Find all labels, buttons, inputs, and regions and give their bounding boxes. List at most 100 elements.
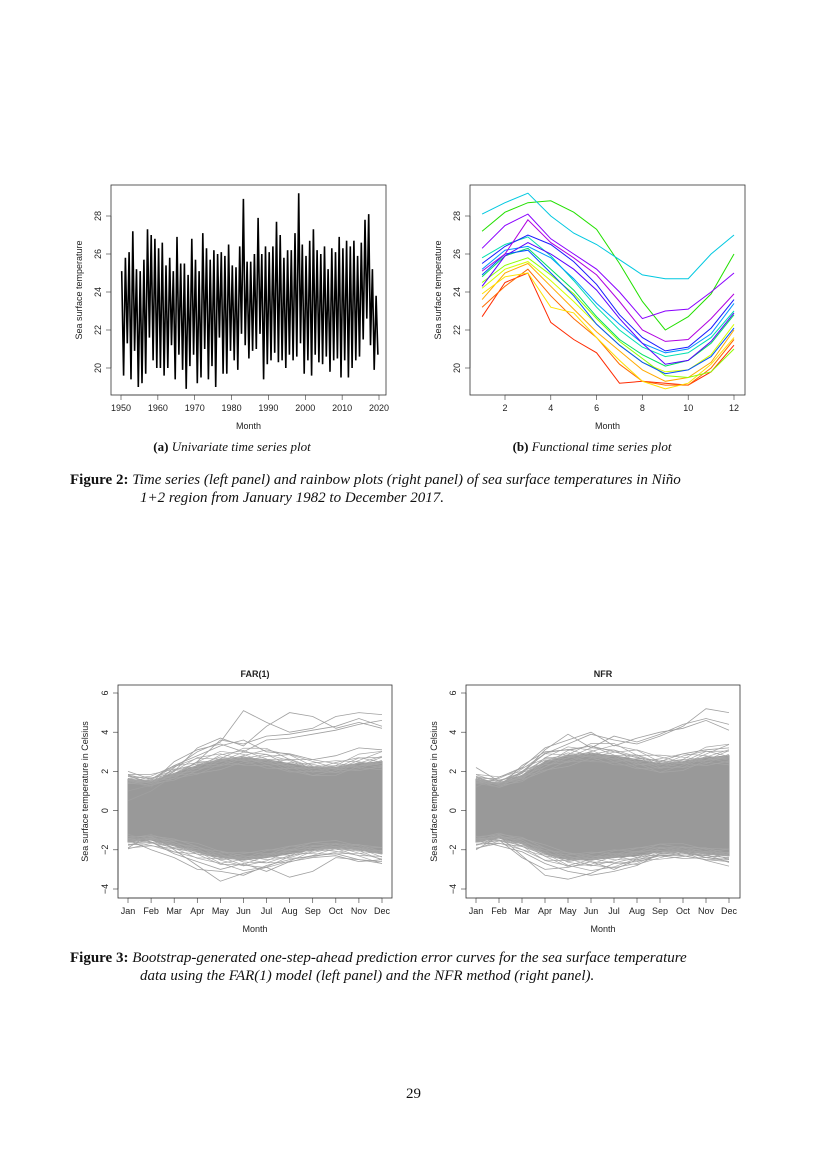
error-curve-lower-11 xyxy=(127,843,383,864)
rainbow-curve-13 xyxy=(481,234,735,352)
x-tick-label: 4 xyxy=(548,403,553,413)
rainbow-curve-10 xyxy=(481,192,735,280)
rainbow-curve-12 xyxy=(481,249,735,375)
error-curve-upper-10 xyxy=(475,749,730,786)
x-tick-label: Aug xyxy=(282,906,298,916)
error-curve-7 xyxy=(127,839,383,876)
x-tick-label: 2 xyxy=(502,403,507,413)
plot-area xyxy=(120,193,379,389)
y-tick-label: 6 xyxy=(100,690,110,695)
plot-frame xyxy=(469,184,746,396)
error-curve-upper-4 xyxy=(127,759,383,786)
x-tick-label: Jun xyxy=(236,906,251,916)
x-tick-label: 1990 xyxy=(258,403,278,413)
error-curve-upper-0 xyxy=(127,758,383,783)
y-axis-label: Sea surface temperature xyxy=(74,240,84,339)
error-curve-5 xyxy=(475,835,730,880)
y-tick-label: −4 xyxy=(100,884,110,894)
y-tick-label: 22 xyxy=(93,325,103,335)
error-curve-upper-7 xyxy=(127,751,383,779)
y-tick-label: 20 xyxy=(93,363,103,373)
rainbow-curve-1 xyxy=(481,272,735,386)
x-axis-label: Month xyxy=(242,924,267,934)
rainbow-curve-16 xyxy=(481,219,735,342)
error-curve-lower-12 xyxy=(475,843,730,868)
x-tick-label: 8 xyxy=(640,403,645,413)
error-curve-1 xyxy=(127,710,383,788)
error-curve-upper-0 xyxy=(475,754,730,784)
rainbow-curve-15 xyxy=(481,213,735,320)
subcaption-a-text: Univariate time series plot xyxy=(171,439,311,454)
error-curve-8 xyxy=(127,833,383,872)
error-curve-upper-8 xyxy=(127,750,383,781)
x-tick-label: 2000 xyxy=(295,403,315,413)
y-tick-label: −4 xyxy=(448,884,458,894)
rainbow-curve-14 xyxy=(481,242,735,365)
y-tick-label: 4 xyxy=(100,730,110,735)
y-tick-label: 4 xyxy=(448,730,458,735)
rainbow-curve-7 xyxy=(481,200,735,331)
x-tick-label: Oct xyxy=(676,906,691,916)
error-curve-upper-13 xyxy=(475,743,730,778)
rainbow-curve-3 xyxy=(481,262,735,382)
error-curve-lower-13 xyxy=(127,842,383,871)
error-curve-5 xyxy=(127,720,383,784)
figure-3-caption-line2: data using the FAR(1) model (left panel)… xyxy=(140,968,595,984)
x-tick-label: Jan xyxy=(121,906,136,916)
plot-area xyxy=(481,192,735,390)
figure-2-caption: Figure 2: Time series (left panel) and r… xyxy=(70,471,760,507)
rainbow-curve-6 xyxy=(481,257,735,379)
subcaption-a: (a) Univariate time series plot xyxy=(82,439,382,455)
y-tick-label: 24 xyxy=(452,287,462,297)
figure-2-caption-line2: 1+2 region from January 1982 to December… xyxy=(140,490,444,506)
error-curve-2 xyxy=(127,718,383,802)
x-tick-label: 12 xyxy=(729,403,739,413)
y-tick-label: 26 xyxy=(452,249,462,259)
y-tick-label: 22 xyxy=(452,325,462,335)
x-tick-label: Nov xyxy=(698,906,715,916)
y-tick-label: −2 xyxy=(448,845,458,855)
x-tick-label: 6 xyxy=(594,403,599,413)
rainbow-curve-11 xyxy=(481,245,735,354)
y-tick-label: −2 xyxy=(100,845,110,855)
x-tick-label: 1980 xyxy=(222,403,242,413)
rainbow-curve-4 xyxy=(481,272,735,390)
error-curve-lower-6 xyxy=(127,841,383,864)
y-axis-label: Sea surface temperature in Celsius xyxy=(429,721,439,862)
x-tick-label: Dec xyxy=(374,906,391,916)
error-curve-upper-4 xyxy=(475,756,730,788)
x-tick-label: Sep xyxy=(305,906,321,916)
x-tick-label: Apr xyxy=(538,906,552,916)
error-curve-lower-6 xyxy=(475,839,730,864)
x-tick-label: Apr xyxy=(190,906,204,916)
chart-nfr: −4 −2 0 2 4 6 Jan Feb Mar Apr May Jun Jul Aug Sep Oct No… xyxy=(429,669,741,934)
y-tick-label: 28 xyxy=(452,211,462,221)
rainbow-curve-5 xyxy=(481,261,735,373)
error-curve-lower-11 xyxy=(475,842,730,865)
y-tick-label: 24 xyxy=(93,287,103,297)
y-tick-label: 2 xyxy=(448,769,458,774)
error-curve-2 xyxy=(475,718,730,782)
y-tick-label: 0 xyxy=(100,808,110,813)
x-tick-label: 1950 xyxy=(111,403,131,413)
x-axis-label: Month xyxy=(595,421,620,431)
x-tick-label: Mar xyxy=(514,906,530,916)
x-tick-label: Jun xyxy=(584,906,599,916)
x-tick-label: May xyxy=(212,906,230,916)
x-tick-label: Aug xyxy=(629,906,645,916)
x-tick-label: Nov xyxy=(351,906,368,916)
error-curve-7 xyxy=(475,835,730,870)
error-curve-4 xyxy=(475,745,730,788)
error-curve-lower-7 xyxy=(127,839,383,867)
x-tick-label: May xyxy=(559,906,577,916)
y-tick-label: 26 xyxy=(93,249,103,259)
x-tick-label: 2010 xyxy=(332,403,352,413)
x-tick-label: 1970 xyxy=(185,403,205,413)
error-curve-lower-8 xyxy=(127,836,383,865)
subcaption-b: (b) Functional time series plot xyxy=(442,439,742,455)
x-tick-label: Jul xyxy=(608,906,620,916)
chart-far1: −4 −2 0 2 4 6 Jan Feb Mar Apr May Jun Jul Aug Sep Oct No… xyxy=(80,669,393,934)
x-tick-label: 10 xyxy=(683,403,693,413)
